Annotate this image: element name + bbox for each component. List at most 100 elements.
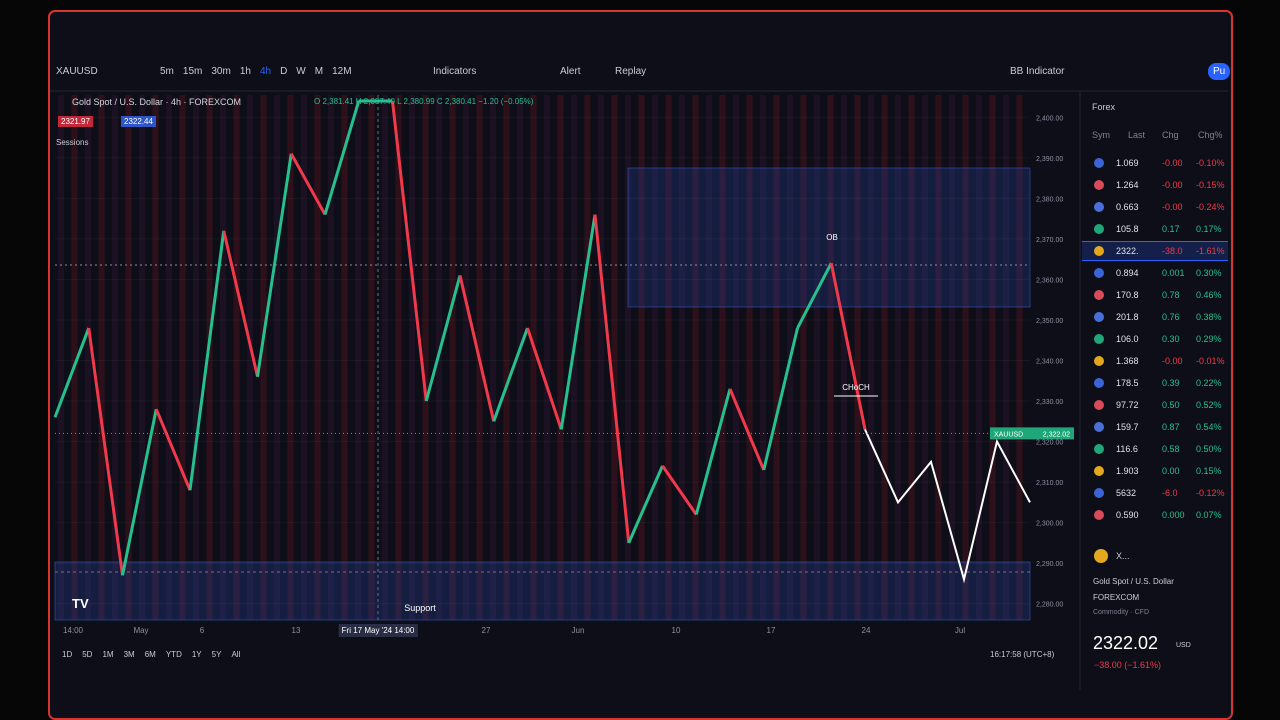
session-stripe: [58, 95, 64, 620]
watchlist-title[interactable]: Forex: [1092, 102, 1116, 112]
session-stripe: [881, 95, 888, 620]
change: 0.17: [1162, 224, 1180, 234]
legend-ohlc: O 2,381.41 H 2,387.40 L 2,380.99 C 2,380…: [314, 97, 534, 106]
watchlist-row[interactable]: 0.894 0.001 0.30%: [1082, 264, 1228, 282]
change-pct: 0.50%: [1196, 444, 1222, 454]
interval[interactable]: 4h: [259, 66, 272, 77]
session-stripe: [746, 95, 753, 620]
watchlist-row[interactable]: 105.8 0.17 0.17%: [1082, 220, 1228, 238]
interval[interactable]: 15m: [182, 66, 203, 77]
price-segment: [222, 230, 259, 378]
details-kind: Commodity · CFD: [1093, 609, 1150, 616]
watchlist-row[interactable]: 0.663 -0.00 -0.24%: [1082, 198, 1228, 216]
column-header: Chg%: [1198, 130, 1223, 140]
watchlist-row[interactable]: 0.590 0.000 0.07%: [1082, 506, 1228, 524]
change-pct: 0.52%: [1196, 400, 1222, 410]
watchlist-row[interactable]: 97.72 0.50 0.52%: [1082, 396, 1228, 414]
last: 105.8: [1116, 224, 1139, 234]
y-tick-label: 2,300.00: [1036, 521, 1063, 528]
change: 0.39: [1162, 378, 1180, 388]
crosshair-label-bg: [338, 624, 418, 637]
interval[interactable]: 30m: [211, 66, 231, 77]
session-stripe: [625, 95, 631, 620]
interval[interactable]: M: [314, 66, 324, 77]
session-stripe: [490, 95, 496, 620]
symbol-search[interactable]: XAUUSD: [56, 66, 98, 77]
watchlist-row[interactable]: 178.5 0.39 0.22%: [1082, 374, 1228, 392]
range[interactable]: 6M: [144, 650, 156, 659]
watchlist-row[interactable]: 1.069 -0.00 -0.10%: [1082, 154, 1228, 172]
price-segment: [627, 465, 664, 544]
interval[interactable]: 5m: [160, 66, 174, 77]
range[interactable]: 1Y: [191, 650, 202, 659]
details-symbol: X...: [1116, 551, 1130, 561]
publish-button[interactable]: Pu: [1208, 63, 1231, 80]
interval[interactable]: 12M: [332, 66, 352, 77]
ob-label: OB: [826, 233, 838, 242]
range[interactable]: 5Y: [211, 650, 222, 659]
y-tick-label: 2,390.00: [1036, 156, 1063, 163]
session-stripe: [962, 95, 969, 620]
watchlist-row[interactable]: 201.8 0.76 0.38%: [1082, 308, 1228, 326]
watchlist-row[interactable]: 170.8 0.78 0.46%: [1082, 286, 1228, 304]
change: 0.000: [1162, 510, 1185, 520]
session-stripe: [125, 95, 132, 620]
session-stripe: [922, 95, 928, 620]
session-stripe: [395, 95, 402, 620]
x-tick-label: 27: [482, 626, 491, 635]
interval[interactable]: W: [296, 66, 306, 77]
watchlist-row[interactable]: 1.368 -0.00 -0.01%: [1082, 352, 1228, 370]
range[interactable]: 3M: [123, 650, 135, 659]
bb-indicator[interactable]: BB Indicator: [1010, 66, 1065, 77]
change: 0.87: [1162, 422, 1180, 432]
last: 0.894: [1116, 268, 1139, 278]
watchlist-row[interactable]: 1.264 -0.00 -0.15%: [1082, 176, 1228, 194]
watchlist-row[interactable]: 106.0 0.30 0.29%: [1082, 330, 1228, 348]
symbol-icon: [1094, 290, 1104, 300]
change: 0.001: [1162, 268, 1185, 278]
price-segment: [323, 100, 361, 215]
replay-button[interactable]: Replay: [615, 66, 647, 77]
price-segment: [829, 262, 867, 430]
y-tick-label: 2,340.00: [1036, 359, 1063, 366]
symbol-icon: [1094, 334, 1104, 344]
range[interactable]: 5D: [82, 650, 93, 659]
alert-button[interactable]: Alert: [560, 66, 581, 77]
range[interactable]: 1D: [62, 650, 73, 659]
session-stripe: [652, 95, 658, 620]
watchlist-row[interactable]: 159.7 0.87 0.54%: [1082, 418, 1228, 436]
last: 170.8: [1116, 290, 1139, 300]
session-stripe: [98, 95, 105, 620]
price-tag-value: 2,322.02: [1043, 431, 1070, 438]
sell-price[interactable]: 2321.97: [58, 116, 93, 127]
y-tick-label: 2,320.00: [1036, 440, 1063, 447]
watchlist-row[interactable]: 1.903 0.00 0.15%: [1082, 462, 1228, 480]
session-stripe: [179, 95, 186, 620]
symbol-icon: [1094, 488, 1104, 498]
session-stripe: [260, 95, 267, 620]
watchlist-row[interactable]: 2322. -38.0 -1.61%: [1082, 241, 1228, 261]
session-stripe: [989, 95, 996, 620]
change-pct: 0.54%: [1196, 422, 1222, 432]
watchlist: Sym Last Chg Chg% 1.069 -0.00 -0.10% 1.264 -0.00…: [1082, 128, 1228, 538]
price-tag-bg: [990, 427, 1074, 440]
intervals: 5m 15m 30m 1h 4h D W M 12M: [160, 66, 352, 77]
session-stripe: [611, 95, 618, 620]
range[interactable]: All: [231, 650, 241, 659]
session-stripe: [139, 95, 145, 620]
interval[interactable]: 1h: [239, 66, 251, 77]
symbol-icon: [1094, 466, 1104, 476]
symbol-icon: [1094, 378, 1104, 388]
watchlist-row[interactable]: 5632 -6.0 -0.12%: [1082, 484, 1228, 502]
interval[interactable]: D: [280, 66, 288, 77]
watchlist-row[interactable]: 116.6 0.58 0.50%: [1082, 440, 1228, 458]
details-name: Gold Spot / U.S. Dollar: [1093, 577, 1174, 586]
change: -0.00: [1162, 158, 1183, 168]
price-segment: [492, 327, 529, 422]
support-zone: [54, 561, 1031, 621]
range[interactable]: 1M: [102, 650, 114, 659]
range[interactable]: YTD: [165, 650, 182, 659]
buy-price[interactable]: 2322.44: [121, 116, 156, 127]
tv-logo: TV: [72, 596, 89, 611]
indicators-button[interactable]: Indicators: [433, 66, 477, 77]
